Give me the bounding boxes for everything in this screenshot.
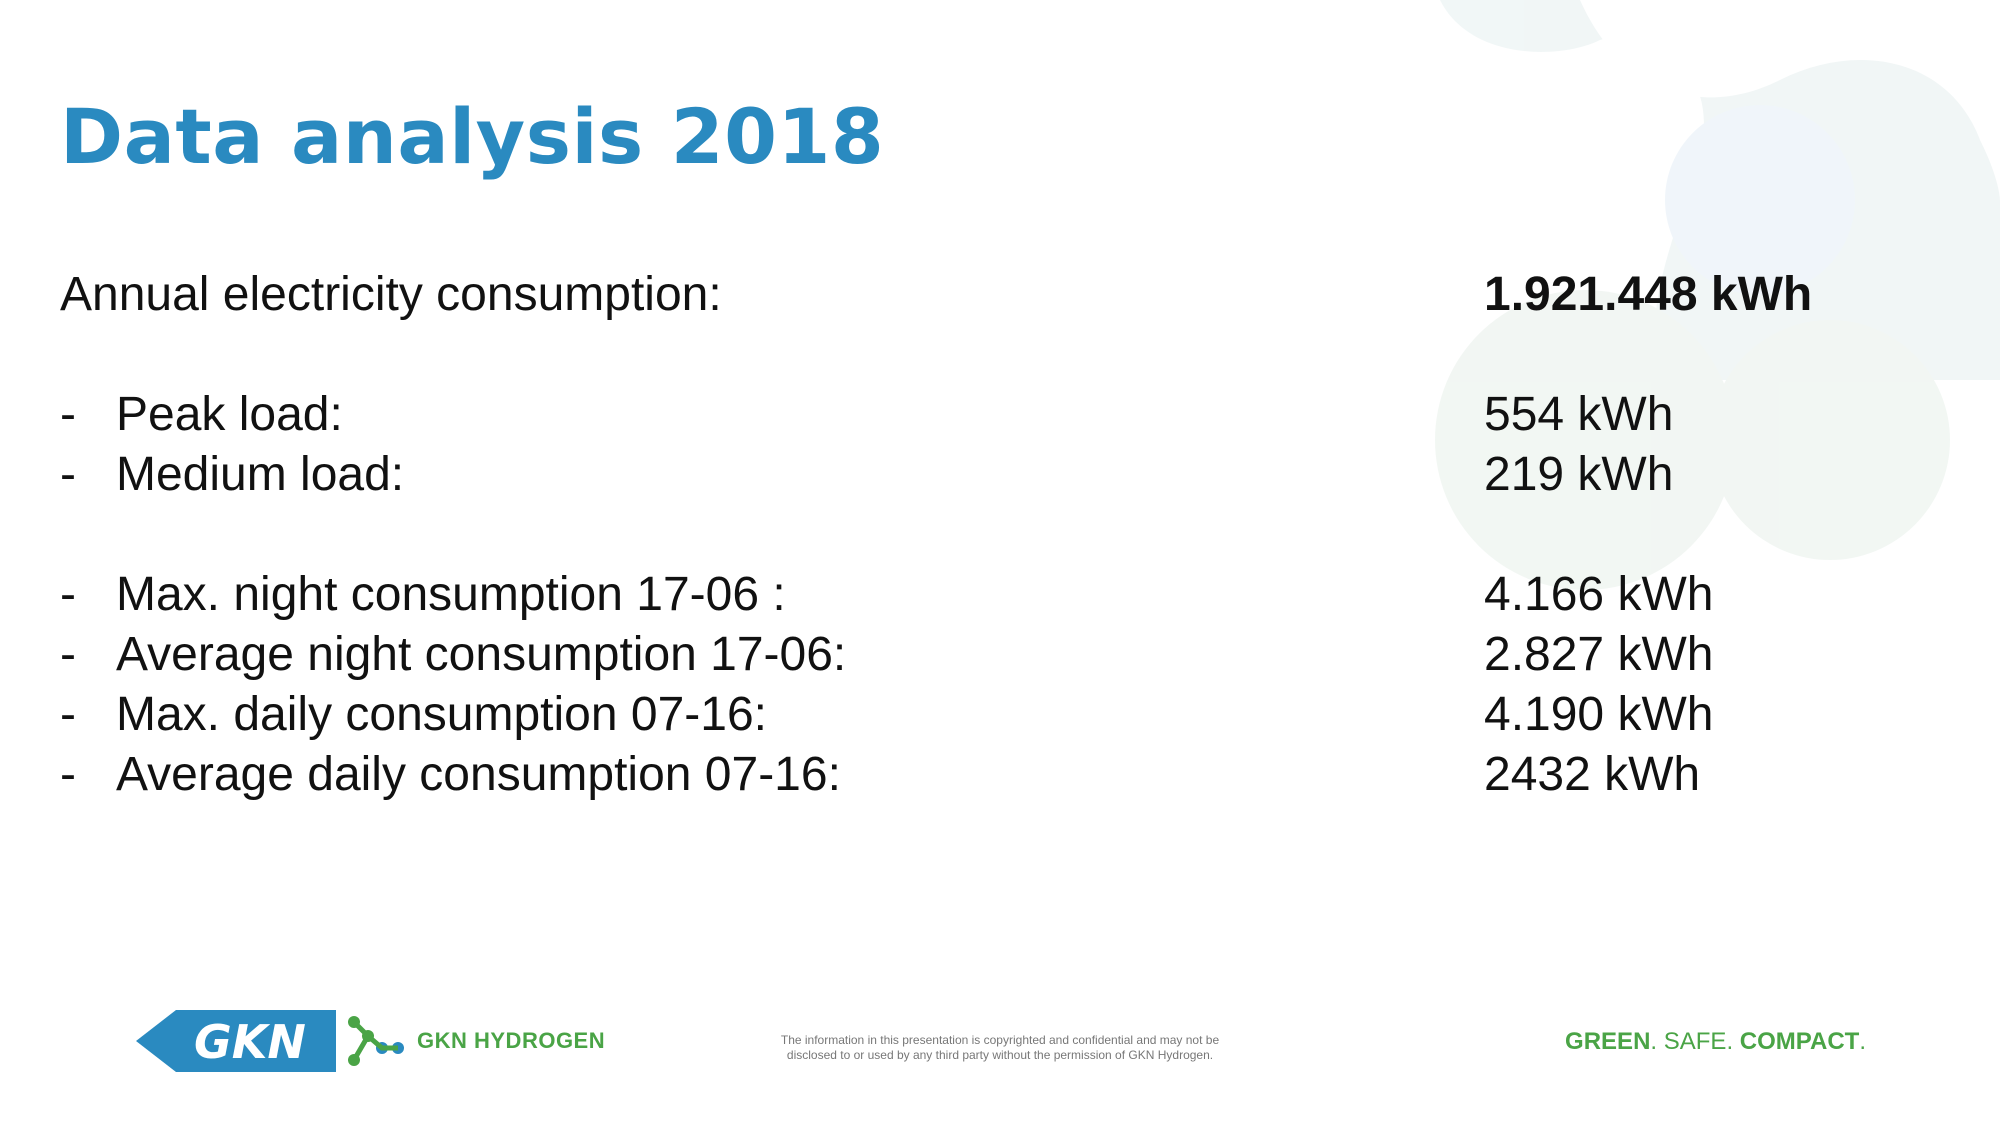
bullet-dash: - [60, 568, 76, 621]
bullet-dash: - [60, 628, 76, 681]
disclaimer: The information in this presentation is … [700, 1033, 1300, 1063]
list-item: - Max. night consumption 17-06 : 4.166 k… [0, 565, 2000, 625]
list-item: - Max. daily consumption 07-16: 4.190 kW… [0, 685, 2000, 745]
disclaimer-line: The information in this presentation is … [780, 1033, 1220, 1047]
item-value: 2432 kWh [1484, 748, 1701, 801]
tagline: GREEN. SAFE. COMPACT. [1565, 1028, 1866, 1055]
item-label: Peak load: [116, 388, 343, 441]
bullet-dash: - [60, 748, 76, 801]
list-item: - Peak load: 554 kWh [0, 385, 2000, 445]
list-item: - Average night consumption 17-06: 2.827… [0, 625, 2000, 685]
item-value: 4.166 kWh [1484, 568, 1714, 621]
item-label: Average night consumption 17-06: [116, 628, 847, 681]
bullet-dash: - [60, 448, 76, 501]
item-value: 2.827 kWh [1484, 628, 1714, 681]
annual-consumption-label: Annual electricity consumption: [60, 268, 722, 321]
gkn-logo: GKN [136, 1010, 404, 1072]
item-label: Average daily consumption 07-16: [116, 748, 841, 801]
item-label: Max. daily consumption 07-16: [116, 688, 767, 741]
tagline-compact: COMPACT [1739, 1028, 1860, 1055]
list-item: - Average daily consumption 07-16: 2432 … [0, 745, 2000, 805]
item-label: Max. night consumption 17-06 : [116, 568, 786, 621]
tagline-green: GREEN [1565, 1028, 1651, 1055]
disclaimer-line: disclosed to or used by any third party … [786, 1048, 1214, 1062]
item-value: 554 kWh [1484, 388, 1674, 441]
item-label: Medium load: [116, 448, 405, 501]
annual-consumption-row: Annual electricity consumption: 1.921.44… [0, 265, 2000, 325]
logo-text: GKN [194, 1015, 306, 1069]
list-item: - Medium load: 219 kWh [0, 445, 2000, 505]
brand-name: GKN HYDROGEN [417, 1028, 606, 1053]
annual-consumption-value: 1.921.448 kWh [1484, 268, 1813, 321]
tagline-safe: SAFE [1663, 1028, 1727, 1055]
item-value: 219 kWh [1484, 448, 1674, 501]
page-title: Data analysis 2018 [60, 92, 885, 181]
item-value: 4.190 kWh [1484, 688, 1714, 741]
bullet-dash: - [60, 688, 76, 741]
bullet-dash: - [60, 388, 76, 441]
